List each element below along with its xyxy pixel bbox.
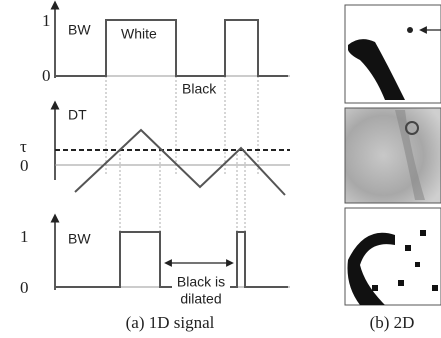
plot-dilated: 1 BW 0 Black is dilated bbox=[20, 218, 290, 308]
y-label: 0 bbox=[20, 278, 29, 297]
annotation: Black is bbox=[177, 274, 225, 290]
image-dt bbox=[345, 108, 441, 203]
image-bw bbox=[345, 5, 441, 103]
figure: 1 BW 0 White Black DT τ 0 1 BW 0 Black i… bbox=[0, 0, 441, 338]
caption: (a) 1D signal bbox=[126, 313, 215, 332]
label: BW bbox=[68, 231, 91, 247]
annotation: White bbox=[121, 26, 157, 42]
y-label: 1 bbox=[42, 11, 51, 30]
y-label: 0 bbox=[20, 156, 29, 175]
threshold: τ bbox=[20, 137, 27, 156]
plot-bw: 1 BW 0 White Black bbox=[42, 5, 290, 97]
image-dilated bbox=[345, 208, 441, 305]
plot-dt: DT τ 0 bbox=[20, 105, 290, 195]
label: BW bbox=[68, 22, 91, 38]
label: DT bbox=[68, 107, 87, 123]
y-label: 0 bbox=[42, 66, 51, 85]
annotation: dilated bbox=[180, 291, 221, 307]
y-label: 1 bbox=[20, 227, 29, 246]
annotation: Black bbox=[182, 81, 217, 97]
caption: (b) 2D bbox=[370, 313, 415, 332]
